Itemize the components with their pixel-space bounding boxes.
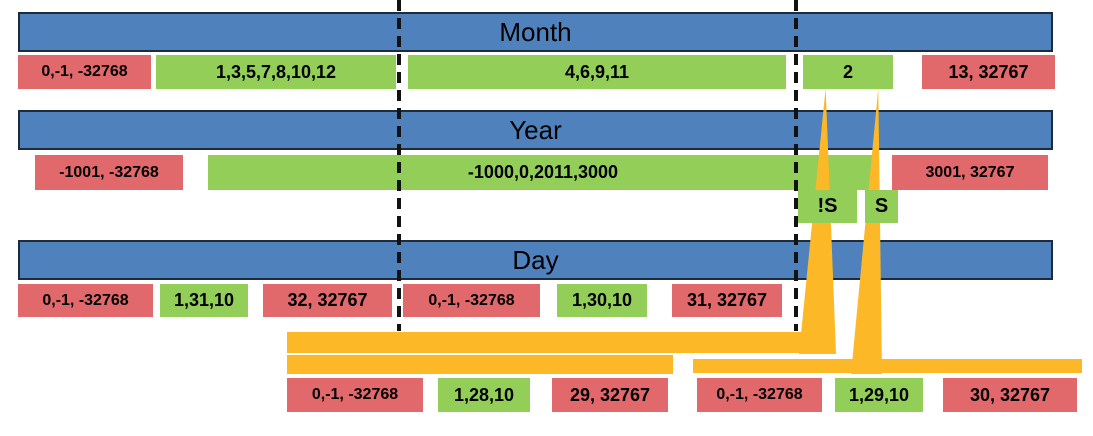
feb-nonleap-valid-class: 1,28,10 [438,378,530,412]
month-bar-label: Month [499,17,572,47]
february-nonleap-group-bar [287,355,673,374]
day30-invalid-high: 31, 32767 [672,284,782,317]
feb-leap-invalid-low: 0,-1, -32768 [697,378,822,412]
month-bar: Month [18,12,1053,52]
month-invalid-low: 0,-1, -32768 [18,55,151,89]
feb-leap-valid-class: 1,29,10 [835,378,923,412]
month-february-class: 2 [803,55,893,89]
year-leap-box: S [865,190,898,223]
month-30day-class: 4,6,9,11 [408,55,786,89]
feb-leap-invalid-high: 30, 32767 [943,378,1077,412]
feb-nonleap-invalid-low: 0,-1, -32768 [287,378,423,412]
partition-divider-left [397,0,401,331]
month-invalid-high: 13, 32767 [922,55,1055,89]
february-nonleap-connector-bar [287,332,823,353]
february-leap-group-bar [693,359,1082,373]
month-31day-class: 1,3,5,7,8,10,12 [156,55,396,89]
day31-invalid-low: 0,-1, -32768 [18,284,153,317]
feb-nonleap-invalid-high: 29, 32767 [552,378,668,412]
year-valid-class: -1000,0,2011,3000 [208,155,878,190]
year-nonleap-box: !S [798,190,857,223]
partition-divider-right [794,0,798,331]
year-invalid-high: 3001, 32767 [892,155,1048,190]
year-bar-label: Year [509,115,562,145]
day-bar: Day [18,240,1053,280]
day30-valid-class: 1,30,10 [557,284,647,317]
day31-invalid-high: 32, 32767 [263,284,392,317]
day30-invalid-low: 0,-1, -32768 [403,284,540,317]
day31-valid-class: 1,31,10 [160,284,248,317]
year-bar: Year [18,110,1053,150]
day-bar-label: Day [512,245,559,275]
year-invalid-low: -1001, -32768 [35,155,183,190]
